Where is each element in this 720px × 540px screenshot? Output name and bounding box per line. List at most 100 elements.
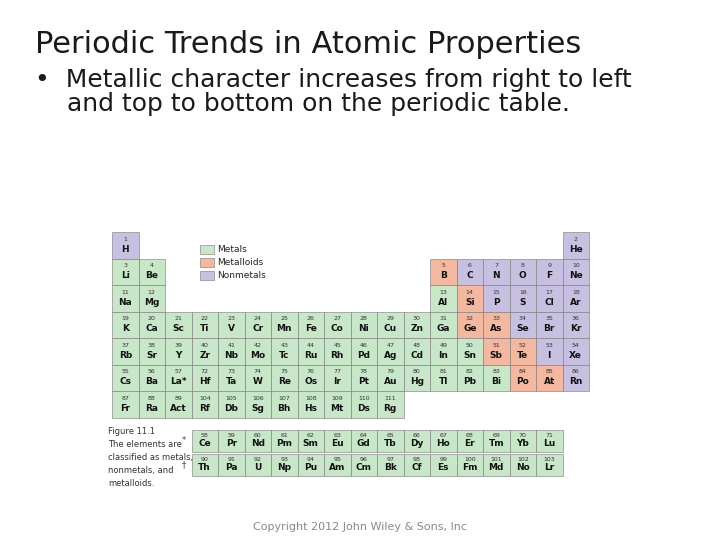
Bar	[218, 391, 245, 417]
Text: He: He	[569, 245, 582, 254]
Text: Lu: Lu	[543, 438, 555, 448]
Text: Sc: Sc	[172, 324, 184, 333]
Bar	[377, 454, 403, 476]
Text: P: P	[493, 298, 500, 307]
Text: 61: 61	[280, 434, 288, 438]
Text: Ni: Ni	[359, 324, 369, 333]
Text: 89: 89	[174, 396, 182, 401]
Bar	[377, 312, 403, 338]
Text: Cs: Cs	[120, 377, 131, 386]
Text: 10: 10	[572, 264, 580, 268]
Text: 47: 47	[386, 343, 395, 348]
Text: 7: 7	[494, 264, 498, 268]
Bar	[351, 454, 377, 476]
Bar	[403, 338, 430, 365]
Text: U: U	[254, 463, 261, 471]
Text: 44: 44	[307, 343, 315, 348]
Text: 36: 36	[572, 316, 580, 321]
Bar	[430, 259, 456, 285]
Text: 111: 111	[384, 396, 396, 401]
Text: Li: Li	[121, 271, 130, 280]
Text: 70: 70	[519, 434, 527, 438]
Text: Mg: Mg	[144, 298, 159, 307]
Bar	[297, 312, 324, 338]
Text: 57: 57	[174, 369, 182, 374]
Text: 84: 84	[519, 369, 527, 374]
Text: Te: Te	[517, 351, 528, 360]
Bar	[199, 271, 214, 280]
Bar	[138, 391, 165, 417]
Text: 26: 26	[307, 316, 315, 321]
Text: 12: 12	[148, 290, 156, 295]
Text: Eu: Eu	[331, 438, 343, 448]
Text: 96: 96	[360, 457, 368, 462]
Bar	[165, 364, 192, 391]
Text: 74: 74	[253, 369, 262, 374]
Bar	[510, 338, 536, 365]
Bar	[430, 285, 456, 312]
Text: 55: 55	[122, 369, 129, 374]
Text: C: C	[467, 271, 473, 280]
Text: Sb: Sb	[490, 351, 503, 360]
Text: 9: 9	[547, 264, 552, 268]
Bar	[510, 259, 536, 285]
Bar	[297, 338, 324, 365]
Text: Th: Th	[199, 463, 211, 471]
Bar	[271, 312, 297, 338]
Text: Re: Re	[278, 377, 291, 386]
Text: and top to bottom on the periodic table.: and top to bottom on the periodic table.	[35, 92, 570, 116]
Text: Se: Se	[516, 324, 529, 333]
Text: 49: 49	[439, 343, 447, 348]
Bar	[192, 454, 218, 476]
Text: 51: 51	[492, 343, 500, 348]
Text: Nb: Nb	[224, 351, 238, 360]
Text: 99: 99	[439, 457, 447, 462]
Bar	[165, 312, 192, 338]
Text: Mt: Mt	[330, 404, 344, 413]
Bar	[377, 391, 403, 417]
Bar	[483, 429, 510, 451]
Bar	[562, 364, 589, 391]
Bar	[562, 259, 589, 285]
Text: 35: 35	[545, 316, 553, 321]
Bar	[218, 429, 245, 451]
Text: 30: 30	[413, 316, 420, 321]
Bar	[192, 391, 218, 417]
Text: 21: 21	[174, 316, 182, 321]
Text: 27: 27	[333, 316, 341, 321]
Bar	[456, 312, 483, 338]
Bar	[456, 364, 483, 391]
Text: Er: Er	[464, 438, 475, 448]
Bar	[483, 454, 510, 476]
Text: At: At	[544, 377, 555, 386]
Bar	[403, 312, 430, 338]
Text: 22: 22	[201, 316, 209, 321]
Bar	[562, 312, 589, 338]
Text: 54: 54	[572, 343, 580, 348]
Text: 108: 108	[305, 396, 317, 401]
Text: Rb: Rb	[119, 351, 132, 360]
Text: 109: 109	[331, 396, 343, 401]
Text: Cf: Cf	[411, 463, 422, 471]
Text: 45: 45	[333, 343, 341, 348]
Text: 69: 69	[492, 434, 500, 438]
Text: 82: 82	[466, 369, 474, 374]
Bar	[297, 454, 324, 476]
Bar	[271, 338, 297, 365]
Text: Pa: Pa	[225, 463, 238, 471]
Text: Np: Np	[277, 463, 292, 471]
Text: 15: 15	[492, 290, 500, 295]
Bar	[112, 259, 138, 285]
Text: Os: Os	[304, 377, 318, 386]
Text: I: I	[548, 351, 551, 360]
Text: 106: 106	[252, 396, 264, 401]
Text: 32: 32	[466, 316, 474, 321]
Text: 83: 83	[492, 369, 500, 374]
Bar	[218, 454, 245, 476]
Bar	[138, 285, 165, 312]
Text: 98: 98	[413, 457, 420, 462]
Text: Tm: Tm	[488, 438, 504, 448]
Text: 105: 105	[225, 396, 237, 401]
Text: 1: 1	[123, 237, 127, 242]
Text: Xe: Xe	[570, 351, 582, 360]
